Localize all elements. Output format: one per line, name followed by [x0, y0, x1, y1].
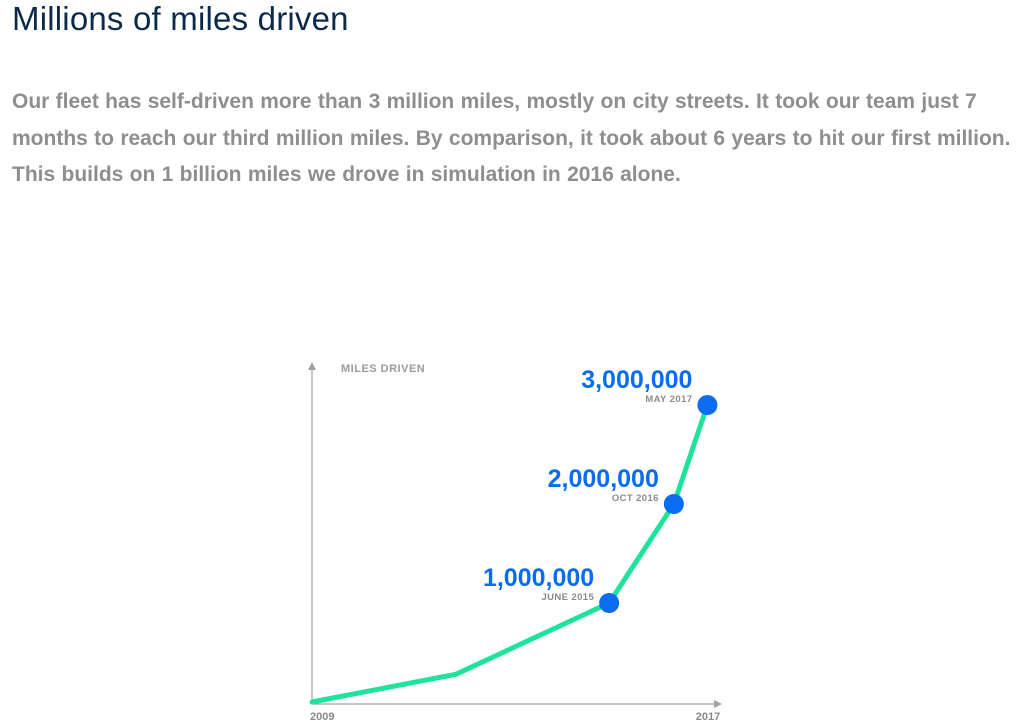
data-value-label: 1,000,000: [483, 564, 594, 592]
x-tick-label: 2009: [310, 711, 334, 723]
data-date-label: JUNE 2015: [541, 592, 594, 603]
series-line: [309, 402, 710, 705]
data-date-label: MAY 2017: [645, 394, 692, 405]
x-tick-label: 2017: [696, 711, 720, 723]
x-tick-labels: 2009 2017: [310, 711, 720, 723]
data-point-marker: [697, 395, 718, 415]
data-value-label: 2,000,000: [548, 465, 659, 493]
data-point-marker: [663, 494, 684, 514]
y-axis-arrow: [308, 362, 316, 370]
data-point-marker: [599, 593, 620, 613]
data-date-label: OCT 2016: [612, 493, 659, 504]
y-axis-label: MILES DRIVEN: [341, 363, 425, 375]
page-title: Millions of miles driven: [12, 0, 349, 37]
data-value-label: 3,000,000: [581, 366, 692, 394]
intro-paragraph: Our fleet has self-driven more than 3 mi…: [12, 90, 1011, 186]
x-axis-arrow: [714, 700, 722, 708]
